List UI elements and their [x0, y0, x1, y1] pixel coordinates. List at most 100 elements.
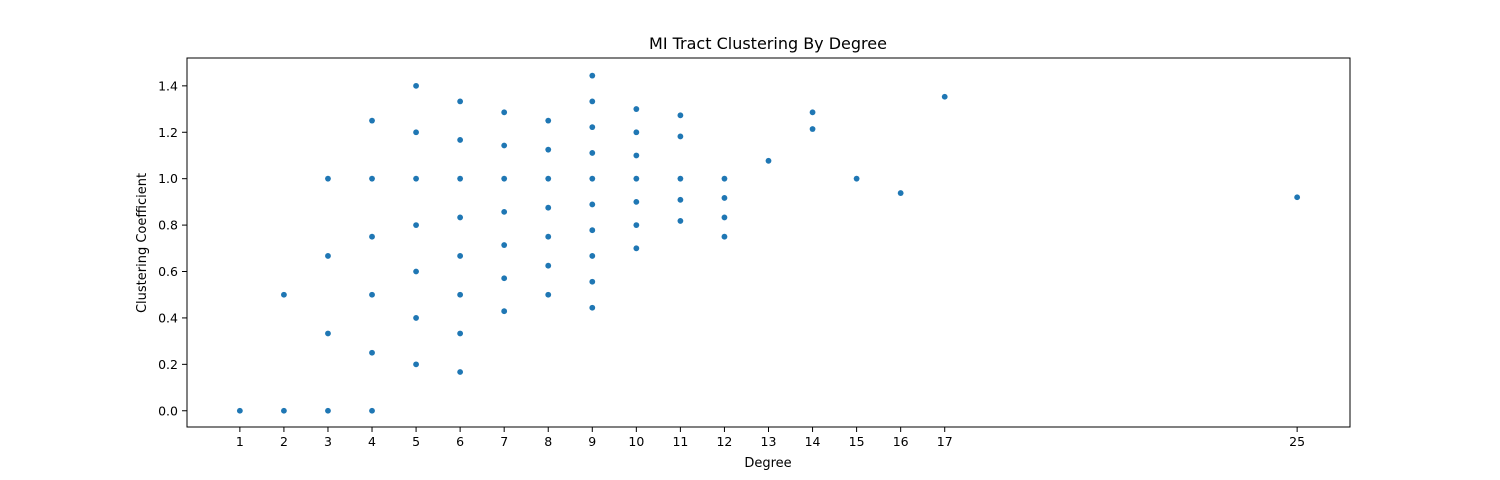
data-point — [501, 242, 508, 248]
y-tick-label: 0.4 — [158, 310, 178, 325]
y-axis-label: Clustering Coefficient — [135, 173, 150, 313]
data-point — [325, 407, 331, 414]
plot-frame — [186, 57, 1351, 428]
x-tick-label: 13 — [761, 434, 777, 449]
data-point — [236, 407, 243, 414]
y-tick-label: 0.0 — [158, 403, 178, 418]
data-point — [545, 233, 552, 240]
x-tick-label: 12 — [716, 434, 732, 449]
data-point — [809, 126, 816, 132]
data-point — [281, 291, 287, 298]
data-point — [369, 407, 375, 414]
data-point — [413, 129, 419, 136]
data-point — [721, 233, 728, 240]
x-tick-label: 10 — [628, 434, 644, 449]
data-point — [545, 117, 552, 124]
data-point — [325, 253, 331, 259]
data-point — [545, 291, 552, 298]
data-point — [413, 82, 419, 89]
data-point — [413, 361, 419, 368]
data-point — [633, 106, 640, 112]
data-point — [413, 175, 419, 182]
data-point — [501, 142, 508, 149]
x-tick-label: 17 — [937, 434, 953, 449]
x-tick-label: 2 — [280, 434, 288, 449]
data-points — [236, 72, 1301, 414]
x-tick-label: 7 — [500, 434, 508, 449]
data-point — [1294, 194, 1301, 201]
x-tick-label: 5 — [412, 434, 420, 449]
data-point — [281, 407, 287, 414]
data-point — [545, 175, 552, 182]
data-point — [413, 268, 419, 275]
x-tick-label: 4 — [368, 434, 376, 449]
x-tick-label: 25 — [1289, 434, 1305, 449]
data-point — [413, 315, 419, 321]
data-point — [589, 98, 596, 105]
x-tick-label: 6 — [456, 434, 464, 449]
data-point — [633, 198, 640, 205]
data-point — [589, 175, 596, 182]
data-point — [457, 214, 464, 221]
data-point — [677, 133, 684, 140]
data-point — [501, 175, 508, 182]
data-point — [897, 190, 904, 196]
data-point — [369, 175, 375, 182]
data-point — [589, 227, 596, 234]
data-point — [589, 253, 596, 259]
x-tick-label: 14 — [805, 434, 821, 449]
data-point — [457, 98, 464, 105]
data-point — [809, 109, 816, 116]
data-point — [589, 304, 596, 311]
data-point — [457, 330, 464, 337]
data-point — [721, 214, 728, 221]
x-tick-label: 15 — [849, 434, 865, 449]
data-point — [413, 222, 419, 228]
data-point — [369, 291, 375, 298]
chart-title: MI Tract Clustering By Degree — [649, 34, 887, 53]
data-point — [369, 117, 375, 124]
x-tick-label: 11 — [672, 434, 688, 449]
data-point — [457, 137, 464, 143]
data-point — [545, 262, 552, 269]
data-point — [501, 308, 508, 315]
y-tick-label: 0.8 — [158, 218, 178, 233]
data-point — [501, 109, 508, 116]
data-point — [457, 175, 464, 182]
data-point — [589, 278, 596, 285]
data-point — [369, 233, 375, 240]
data-point — [457, 291, 464, 298]
data-point — [941, 93, 948, 100]
data-point — [721, 175, 728, 182]
data-point — [677, 196, 684, 203]
data-point — [633, 175, 640, 182]
x-tick-label: 16 — [893, 434, 909, 449]
x-tick-label: 8 — [544, 434, 552, 449]
data-point — [589, 124, 596, 131]
x-axis-label: Degree — [744, 456, 791, 471]
data-point — [545, 204, 552, 211]
data-point — [633, 152, 640, 159]
data-point — [721, 195, 728, 201]
data-point — [677, 175, 684, 182]
data-point — [325, 330, 331, 337]
data-point — [501, 208, 508, 215]
x-tick-label: 1 — [236, 434, 244, 449]
data-point — [589, 201, 596, 208]
data-point — [589, 150, 596, 156]
data-point — [457, 369, 464, 375]
y-tick-label: 1.4 — [158, 78, 178, 93]
y-tick-label: 1.0 — [158, 171, 178, 186]
y-tick-label: 0.6 — [158, 264, 178, 279]
data-point — [633, 245, 640, 252]
data-point — [501, 275, 508, 282]
data-point — [545, 146, 552, 153]
x-tick-label: 9 — [588, 434, 596, 449]
data-point — [633, 129, 640, 136]
data-point — [633, 222, 640, 228]
data-point — [677, 218, 684, 224]
data-point — [369, 349, 375, 356]
data-point — [589, 72, 596, 79]
data-point — [457, 253, 464, 259]
